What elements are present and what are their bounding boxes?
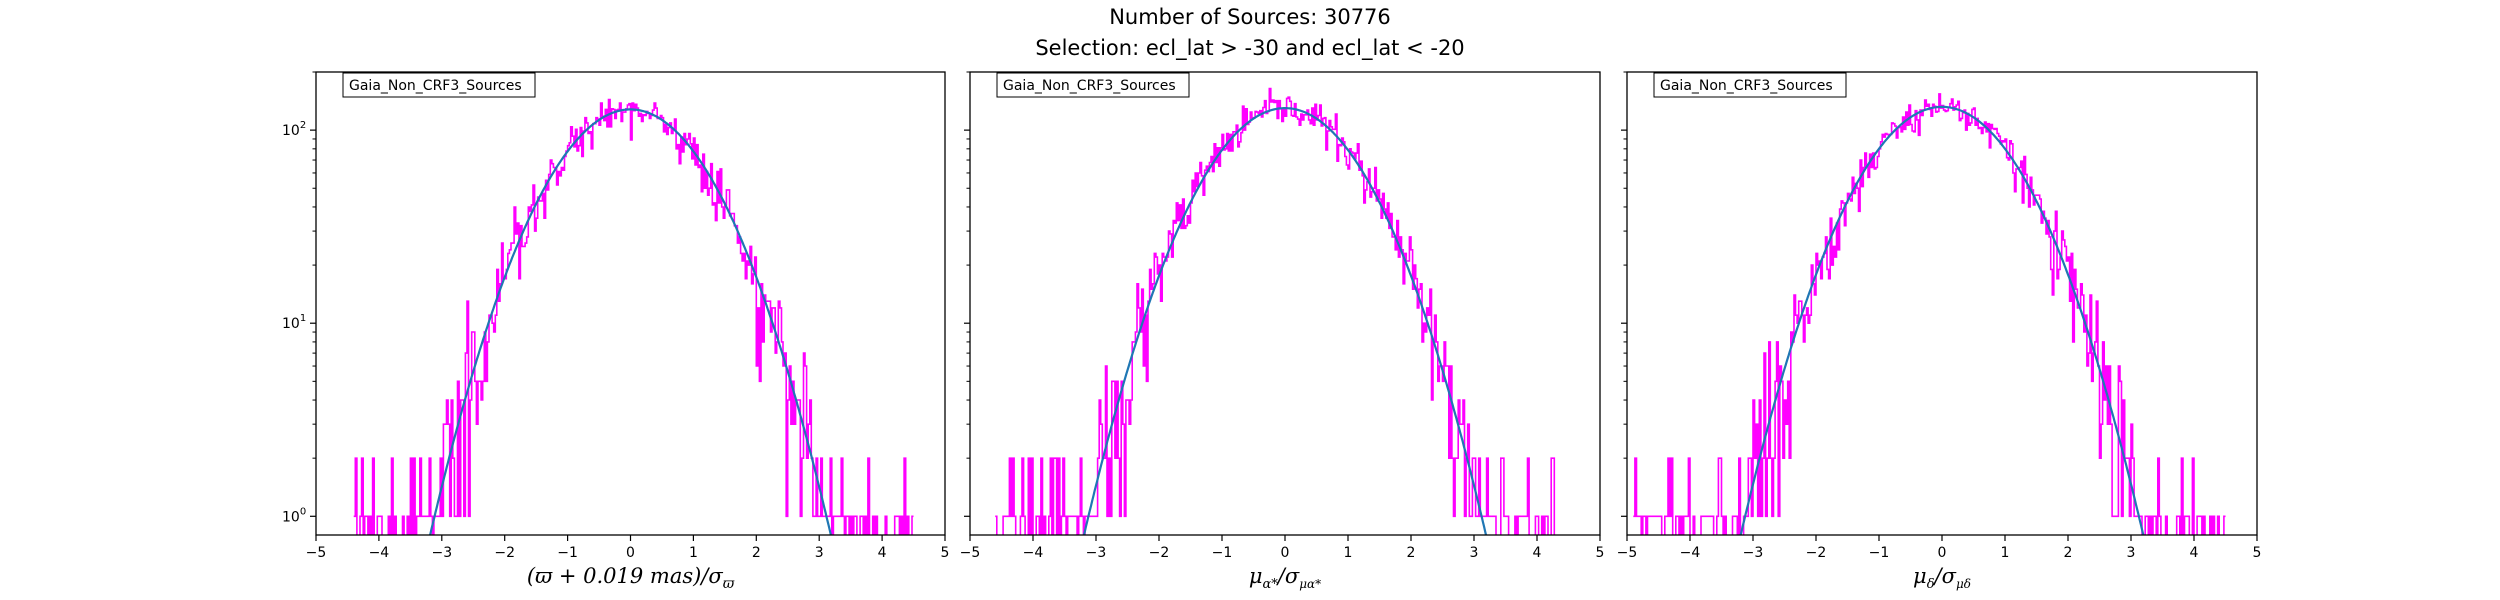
- x-tick-label: 1: [1344, 545, 1353, 561]
- x-tick-label: −4: [1680, 545, 1701, 561]
- x-tick-label: 2: [752, 545, 761, 561]
- y-tick-label: 101: [282, 313, 306, 332]
- x-tick-label: 0: [1938, 545, 1947, 561]
- x-label-subscript-2: μα*: [1299, 577, 1321, 591]
- gaussian-fit-line: [428, 108, 833, 535]
- x-tick-label: 4: [878, 545, 887, 561]
- chart-panel-2: −5 −4 −3 −2 −1 0 1 2 3 4 5 Gaia_Non_CRF3_Sources μα*…: [960, 71, 1605, 592]
- y-tick-base: 10: [282, 509, 300, 525]
- legend-label: Gaia_Non_CRF3_Sources: [1660, 78, 1833, 94]
- x-label-main: (ϖ + 0.019 mas)/σ: [527, 564, 724, 588]
- x-tick-label: 0: [626, 545, 635, 561]
- x-label-mid: /σ: [1276, 564, 1300, 588]
- x-tick-label: −4: [369, 545, 390, 561]
- x-tick-label: 1: [2001, 545, 2010, 561]
- x-tick-label: 2: [1407, 545, 1416, 561]
- x-tick-label: −5: [1617, 545, 1638, 561]
- y-tick-exponent: 2: [300, 120, 306, 131]
- legend-box: [996, 72, 1190, 98]
- x-tick-label: 5: [1596, 545, 1605, 561]
- chart-panel-3: −5 −4 −3 −2 −1 0 1 2 3 4 5 Gaia_Non_CRF3_Sources μδ/…: [1617, 71, 2262, 592]
- x-tick-label: 3: [1470, 545, 1479, 561]
- x-label-main: μ: [1249, 564, 1263, 588]
- x-tick-label: −5: [960, 545, 981, 561]
- legend-label: Gaia_Non_CRF3_Sources: [1003, 78, 1176, 94]
- chart-panel-1: −5 −4 −3 −2 −1 0 1 2 3 4 5100101102Gaia_Non_CRF3_S…: [282, 71, 950, 592]
- x-label-mid: /σ: [1933, 564, 1957, 588]
- figure-title-line1: Number of Sources: 30776: [1109, 5, 1391, 29]
- x-tick-label: 1: [689, 545, 698, 561]
- x-tick-label: 3: [2127, 545, 2136, 561]
- plot-area: [995, 87, 1556, 535]
- x-axis-label: μα*/σμα*: [1249, 564, 1321, 592]
- y-tick-label: 102: [282, 120, 306, 139]
- histogram-step: [1633, 93, 2226, 535]
- x-tick-label: 4: [2190, 545, 2199, 561]
- x-tick-label: −2: [1149, 545, 1170, 561]
- x-tick-label: −2: [1806, 545, 1827, 561]
- legend-box: [1653, 72, 1847, 98]
- x-tick-label: 2: [2064, 545, 2073, 561]
- y-tick-exponent: 0: [300, 506, 306, 517]
- x-tick-label: −3: [1086, 545, 1107, 561]
- x-tick-label: −3: [1743, 545, 1764, 561]
- x-label-subscript: α*: [1263, 577, 1279, 592]
- y-tick-base: 10: [282, 316, 300, 332]
- gaussian-fit-line: [1739, 105, 2145, 535]
- x-label-subscript-2: μδ: [1956, 577, 1971, 591]
- x-axis-label: (ϖ + 0.019 mas)/σϖ: [527, 564, 735, 592]
- plot-area: [353, 98, 914, 535]
- histogram-step: [995, 87, 1556, 535]
- x-tick-label: 4: [1533, 545, 1542, 561]
- x-label-subscript: ϖ: [723, 576, 735, 592]
- x-label-main: μ: [1913, 564, 1927, 588]
- x-tick-label: −2: [494, 545, 515, 561]
- legend-box: [342, 72, 536, 98]
- panels: −5 −4 −3 −2 −1 0 1 2 3 4 5100101102Gaia_Non_CRF3_S…: [282, 71, 2262, 592]
- x-tick-label: 5: [2253, 545, 2262, 561]
- x-tick-label: −3: [431, 545, 452, 561]
- x-tick-label: −4: [1023, 545, 1044, 561]
- x-tick-label: −1: [1212, 545, 1233, 561]
- x-tick-label: 0: [1281, 545, 1290, 561]
- x-tick-label: −1: [1869, 545, 1890, 561]
- y-tick-label: 100: [282, 506, 306, 525]
- x-label-subscript: δ: [1927, 577, 1935, 592]
- y-tick-base: 10: [282, 123, 300, 139]
- x-tick-label: −5: [306, 545, 327, 561]
- y-tick-exponent: 1: [300, 313, 306, 324]
- plot-area: [1633, 93, 2226, 535]
- x-axis-label: μδ/σμδ: [1913, 564, 1971, 592]
- x-tick-label: 5: [941, 545, 950, 561]
- x-tick-label: −1: [557, 545, 578, 561]
- gaussian-fit-line: [1082, 107, 1488, 535]
- figure-title-line2: Selection: ecl_lat > -30 and ecl_lat < -…: [1035, 36, 1464, 61]
- legend-label: Gaia_Non_CRF3_Sources: [349, 78, 522, 94]
- x-tick-label: 3: [815, 545, 824, 561]
